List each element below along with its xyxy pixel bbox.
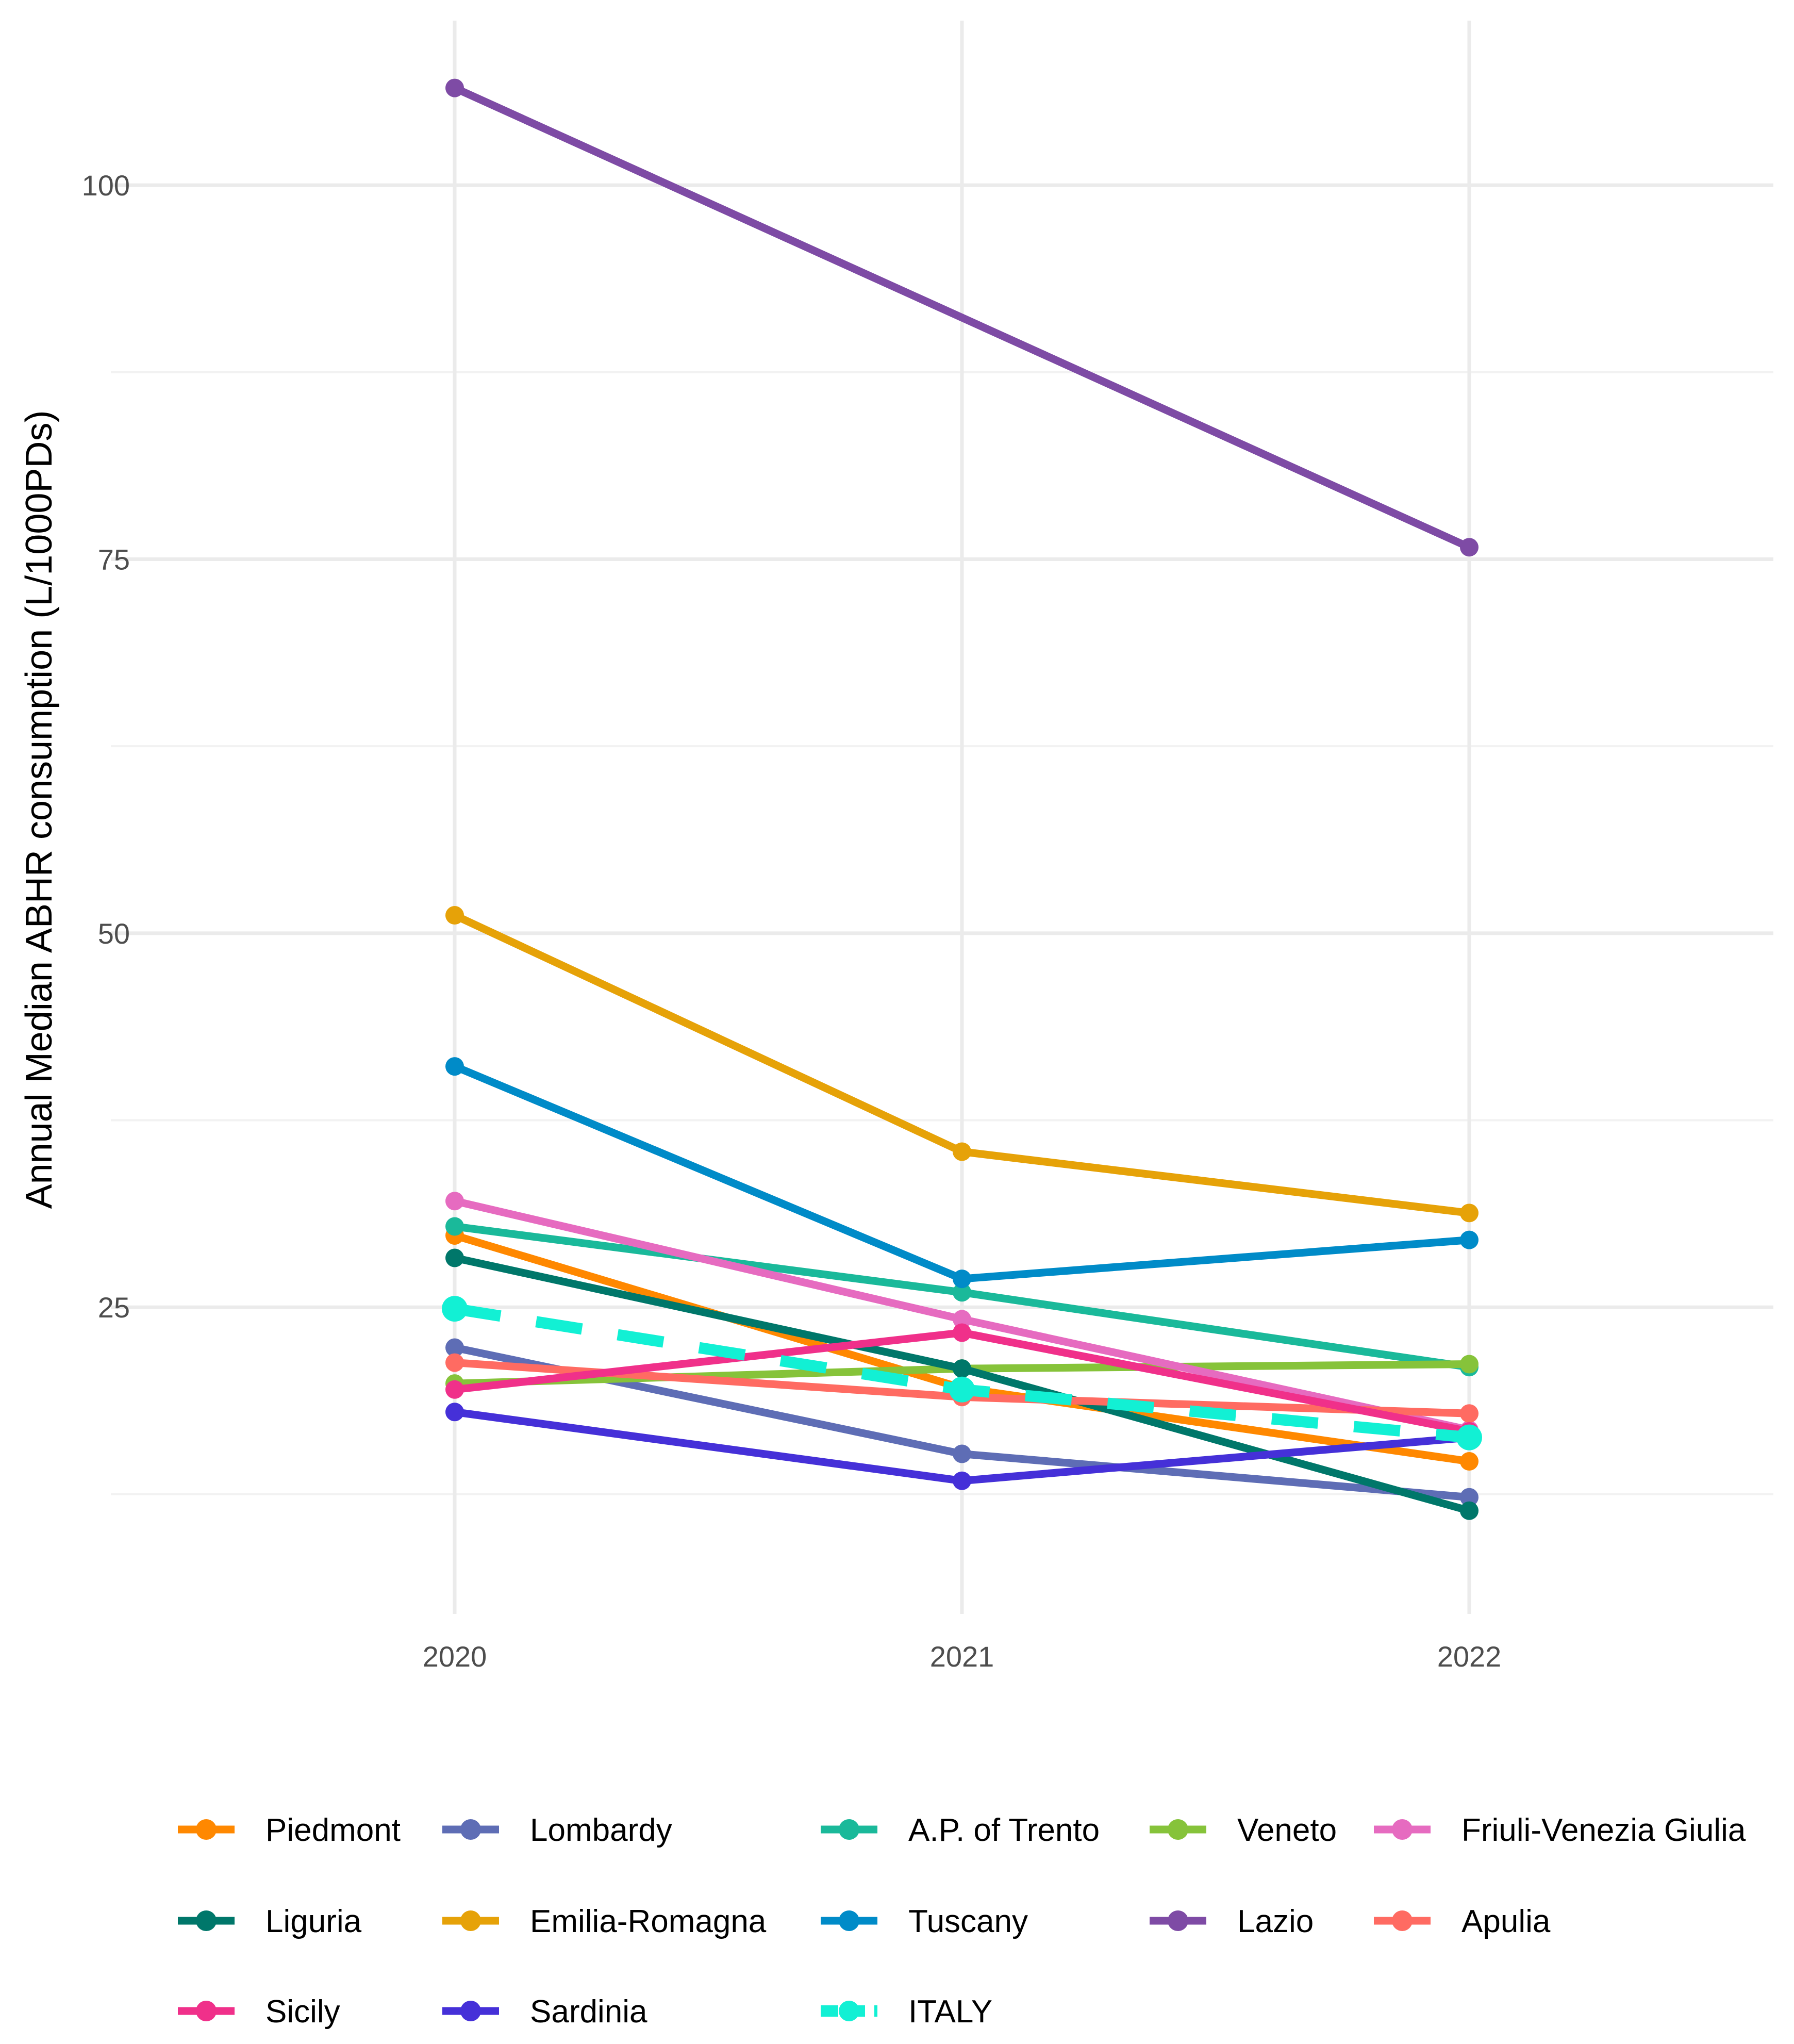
- legend-label: Apulia: [1461, 1904, 1551, 1939]
- data-point: [445, 906, 464, 925]
- legend: Piedmont Lombardy A.P. of Trento Veneto Friu…: [178, 1812, 1746, 2030]
- data-point: [953, 1471, 971, 1490]
- data-point: [949, 1376, 975, 1403]
- data-point: [953, 1310, 971, 1329]
- data-point: [445, 1057, 464, 1076]
- y-tick-label: 75: [98, 543, 130, 576]
- legend-key-point: [1168, 1819, 1188, 1840]
- legend-label: Piedmont: [265, 1812, 401, 1848]
- data-point: [953, 1142, 971, 1161]
- y-tick-label: 100: [82, 169, 130, 202]
- legend-item-apulia: Apulia: [1374, 1904, 1551, 1939]
- legend-item-veneto: Veneto: [1150, 1812, 1337, 1848]
- data-point: [953, 1270, 971, 1289]
- data-point: [445, 1192, 464, 1211]
- legend-label: Emilia-Romagna: [530, 1904, 767, 1939]
- legend-item-liguria: Liguria: [178, 1904, 362, 1939]
- legend-label: Liguria: [265, 1904, 362, 1939]
- series-lazio: [445, 78, 1479, 557]
- series-emilia-romagna: [445, 906, 1479, 1223]
- data-point: [1460, 538, 1479, 557]
- legend-key-point: [1168, 1910, 1188, 1931]
- legend-item-emilia-romagna: Emilia-Romagna: [442, 1904, 767, 1939]
- series-lombardy: [445, 1338, 1479, 1507]
- series-lines: [442, 78, 1482, 1520]
- legend-label: Sardinia: [530, 1994, 647, 2030]
- legend-item-sardinia: Sardinia: [442, 1994, 647, 2030]
- series-italy: [442, 1296, 1482, 1450]
- legend-label: Tuscany: [908, 1904, 1028, 1939]
- legend-key-point: [460, 1910, 481, 1931]
- data-point: [1460, 1488, 1479, 1507]
- data-point: [445, 1217, 464, 1236]
- data-point: [1456, 1424, 1482, 1450]
- data-point: [442, 1296, 468, 1322]
- data-point: [953, 1323, 971, 1342]
- legend-item-sicily: Sicily: [178, 1994, 340, 2030]
- legend-key-point: [1392, 1910, 1413, 1931]
- legend-item-italy: ITALY: [821, 1994, 992, 2030]
- legend-key-point: [839, 2001, 859, 2021]
- legend-key-point: [839, 1819, 859, 1840]
- data-point: [1460, 1452, 1479, 1471]
- data-point: [445, 78, 464, 97]
- series-tuscany: [445, 1057, 1479, 1289]
- series-line: [451, 84, 1473, 551]
- data-point: [1460, 1204, 1479, 1223]
- legend-key-point: [196, 1819, 217, 1840]
- data-point: [1460, 1404, 1479, 1423]
- series-liguria: [445, 1248, 1479, 1520]
- legend-key-point: [196, 2001, 217, 2021]
- data-point: [445, 1380, 464, 1399]
- legend-key-point: [460, 1819, 481, 1840]
- legend-item-a-p-of-trento: A.P. of Trento: [821, 1812, 1100, 1848]
- legend-item-lombardy: Lombardy: [442, 1812, 672, 1848]
- legend-item-friuli-venezia-giulia: Friuli-Venezia Giulia: [1374, 1812, 1746, 1848]
- legend-label: Lombardy: [530, 1812, 672, 1848]
- legend-label: Veneto: [1237, 1812, 1337, 1848]
- legend-key-point: [839, 1910, 859, 1931]
- legend-label: Lazio: [1237, 1904, 1314, 1939]
- legend-label: Sicily: [265, 1994, 340, 2030]
- data-point: [445, 1338, 464, 1357]
- data-point: [1460, 1230, 1479, 1249]
- y-tick-label: 25: [98, 1291, 130, 1324]
- x-tick-label: 2020: [423, 1640, 487, 1673]
- data-point: [953, 1359, 971, 1378]
- data-point: [445, 1353, 464, 1372]
- legend-item-tuscany: Tuscany: [821, 1904, 1028, 1939]
- data-point: [1460, 1355, 1479, 1374]
- legend-key-point: [460, 2001, 481, 2021]
- axes: 25 50 75 100 2020 2021 2022 Annual Median ABHR …: [19, 169, 1501, 1673]
- data-point: [445, 1403, 464, 1422]
- legend-item-piedmont: Piedmont: [178, 1812, 401, 1848]
- legend-item-lazio: Lazio: [1150, 1904, 1314, 1939]
- x-tick-label: 2022: [1437, 1640, 1502, 1673]
- data-point: [445, 1248, 464, 1267]
- data-point: [953, 1283, 971, 1302]
- data-point: [953, 1444, 971, 1463]
- legend-key-point: [1392, 1819, 1413, 1840]
- y-tick-label: 50: [98, 917, 130, 950]
- legend-label: A.P. of Trento: [908, 1812, 1100, 1848]
- legend-key-point: [196, 1910, 217, 1931]
- x-tick-label: 2021: [930, 1640, 994, 1673]
- legend-label: Friuli-Venezia Giulia: [1461, 1812, 1746, 1848]
- y-axis-title: Annual Median ABHR consumption (L/1000PD…: [19, 410, 60, 1209]
- legend-label: ITALY: [908, 1994, 992, 2030]
- data-point: [1460, 1501, 1479, 1520]
- grid: [111, 21, 1773, 1614]
